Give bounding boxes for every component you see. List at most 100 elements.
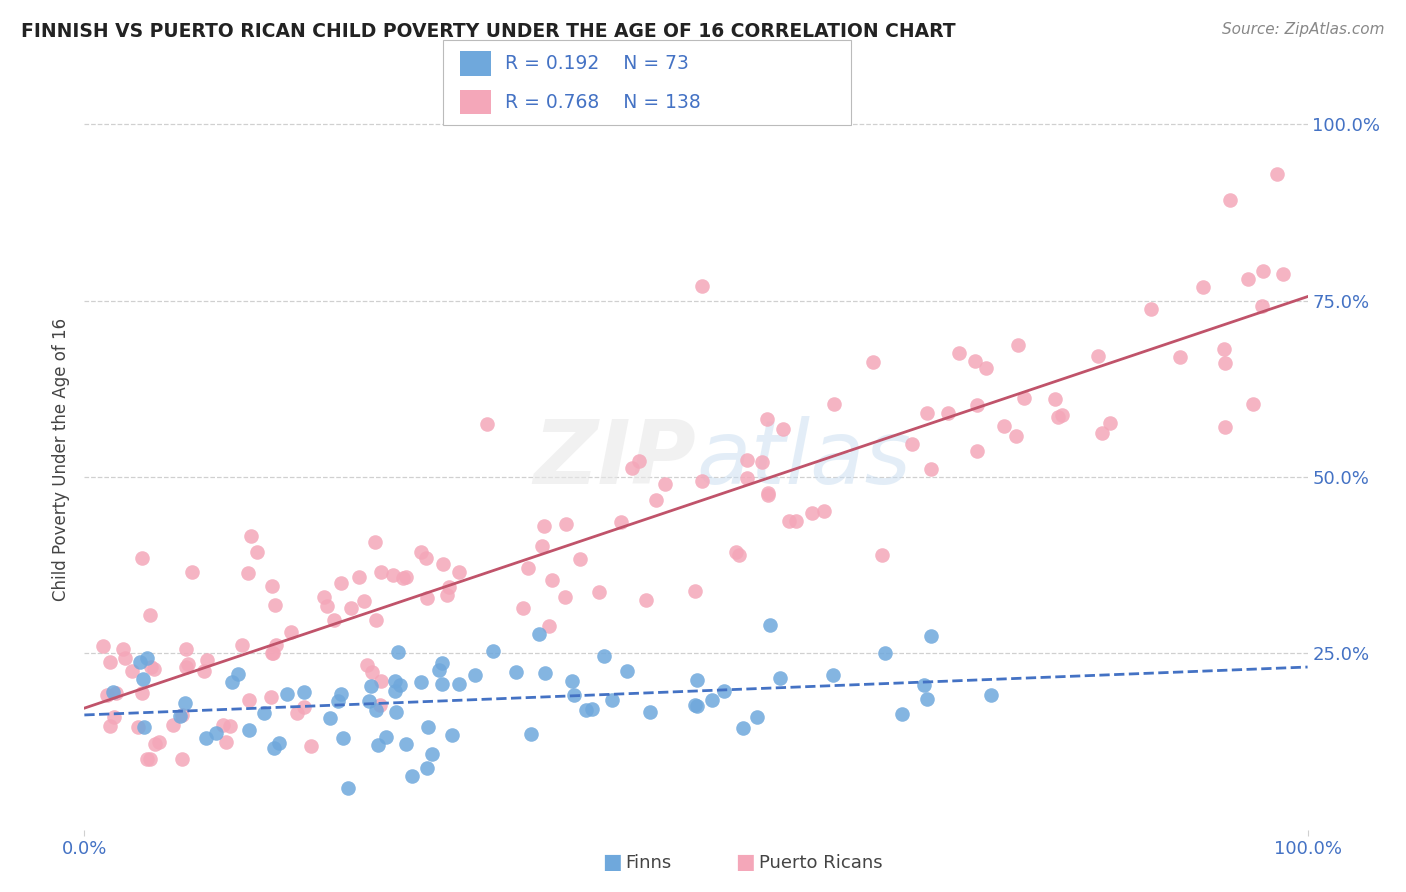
- Point: [420, 747, 443, 761]
- Point: [533, 518, 555, 533]
- Text: atlas: atlas: [696, 417, 911, 502]
- Point: [264, 598, 287, 612]
- Point: [253, 706, 276, 721]
- Point: [1267, 167, 1289, 181]
- Point: [330, 576, 353, 591]
- Point: [441, 728, 464, 742]
- Point: [162, 717, 184, 731]
- Point: [974, 361, 997, 376]
- Point: [127, 720, 149, 734]
- Text: R = 0.768    N = 138: R = 0.768 N = 138: [505, 93, 700, 112]
- Point: [685, 698, 707, 712]
- Point: [370, 674, 392, 689]
- Point: [654, 477, 676, 491]
- Point: [915, 406, 938, 420]
- Point: [569, 552, 592, 566]
- Point: [756, 486, 779, 500]
- Point: [263, 740, 285, 755]
- Point: [920, 629, 942, 643]
- Point: [747, 710, 769, 724]
- Point: [1251, 264, 1274, 278]
- Point: [966, 444, 988, 458]
- Point: [239, 529, 262, 543]
- Point: [1192, 280, 1215, 294]
- Point: [139, 660, 162, 674]
- Point: [328, 694, 350, 708]
- Point: [512, 600, 534, 615]
- Point: [101, 685, 124, 699]
- Point: [349, 570, 371, 584]
- Point: [221, 675, 243, 690]
- Point: [364, 535, 387, 549]
- Point: [314, 590, 336, 604]
- Point: [337, 780, 360, 795]
- Point: [1241, 397, 1264, 411]
- Point: [581, 702, 603, 716]
- Point: [322, 613, 344, 627]
- Point: [246, 545, 269, 559]
- Point: [172, 707, 194, 722]
- Point: [683, 583, 706, 598]
- Point: [1007, 338, 1029, 352]
- Point: [891, 706, 914, 721]
- Point: [801, 506, 824, 520]
- Point: [616, 665, 638, 679]
- Point: [430, 676, 453, 690]
- Point: [132, 673, 155, 687]
- Point: [700, 693, 723, 707]
- Point: [139, 607, 162, 622]
- Point: [174, 641, 197, 656]
- Point: [690, 475, 713, 489]
- Point: [541, 573, 564, 587]
- Point: [384, 674, 406, 689]
- Point: [262, 647, 284, 661]
- Point: [195, 731, 218, 745]
- Point: [172, 752, 194, 766]
- Point: [437, 581, 460, 595]
- Point: [464, 668, 486, 682]
- Point: [644, 492, 666, 507]
- Text: Source: ZipAtlas.com: Source: ZipAtlas.com: [1222, 22, 1385, 37]
- Point: [482, 644, 505, 658]
- Point: [267, 736, 290, 750]
- Point: [823, 396, 845, 410]
- Point: [575, 703, 598, 717]
- Point: [966, 399, 988, 413]
- Point: [394, 569, 416, 583]
- Point: [236, 566, 259, 580]
- Point: [276, 687, 298, 701]
- Point: [1170, 350, 1192, 364]
- Point: [561, 674, 583, 689]
- Point: [593, 648, 616, 663]
- Point: [364, 613, 387, 627]
- Point: [231, 639, 253, 653]
- Point: [447, 676, 470, 690]
- Point: [724, 545, 747, 559]
- Point: [554, 516, 576, 531]
- Point: [778, 514, 800, 528]
- Text: ■: ■: [735, 853, 755, 872]
- Point: [367, 738, 389, 752]
- Point: [505, 665, 527, 679]
- Point: [135, 752, 157, 766]
- Point: [368, 698, 391, 713]
- Point: [294, 699, 316, 714]
- Point: [91, 639, 114, 653]
- Point: [610, 516, 633, 530]
- Point: [432, 657, 454, 671]
- Point: [98, 719, 121, 733]
- Point: [436, 589, 458, 603]
- Point: [948, 345, 970, 359]
- Point: [356, 658, 378, 673]
- Text: R = 0.192    N = 73: R = 0.192 N = 73: [505, 54, 689, 72]
- Point: [330, 687, 353, 701]
- Point: [319, 711, 342, 725]
- Point: [1090, 425, 1112, 440]
- Point: [361, 665, 384, 679]
- Text: Finns: Finns: [626, 855, 672, 872]
- Point: [384, 705, 406, 719]
- Point: [301, 739, 323, 754]
- Point: [98, 655, 121, 669]
- Point: [1213, 355, 1236, 369]
- Point: [772, 421, 794, 435]
